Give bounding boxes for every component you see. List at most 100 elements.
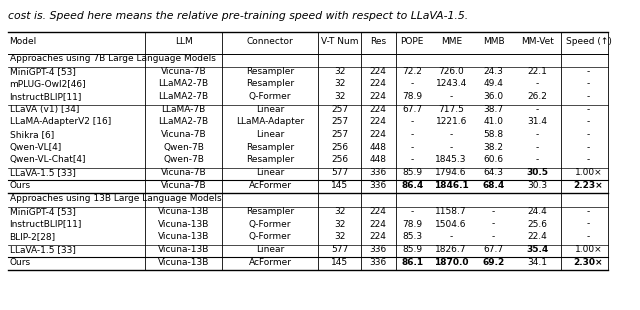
Text: 30.5: 30.5 xyxy=(526,168,548,177)
Text: 58.8: 58.8 xyxy=(483,130,504,139)
Text: Vicuna-13B: Vicuna-13B xyxy=(158,232,209,241)
Text: 224: 224 xyxy=(370,219,387,228)
Text: 1221.6: 1221.6 xyxy=(435,117,467,126)
Text: -: - xyxy=(587,143,590,152)
Text: Resampler: Resampler xyxy=(246,155,294,164)
Text: Model: Model xyxy=(10,37,37,46)
Text: 2.23×: 2.23× xyxy=(573,181,604,190)
Text: 67.7: 67.7 xyxy=(483,245,504,254)
Text: -: - xyxy=(536,155,539,164)
Text: 38.7: 38.7 xyxy=(483,105,504,114)
Text: 30.3: 30.3 xyxy=(527,181,547,190)
Text: 24.4: 24.4 xyxy=(527,207,547,216)
Text: Vicuna-7B: Vicuna-7B xyxy=(161,181,207,190)
Text: 32: 32 xyxy=(334,207,345,216)
Text: 224: 224 xyxy=(370,67,387,76)
Text: -: - xyxy=(587,155,590,164)
Text: 717.5: 717.5 xyxy=(438,105,464,114)
Text: Linear: Linear xyxy=(256,245,284,254)
Text: -: - xyxy=(449,92,453,101)
Text: Q-Former: Q-Former xyxy=(249,219,291,228)
Text: 224: 224 xyxy=(370,79,387,88)
Text: Linear: Linear xyxy=(256,130,284,139)
Text: -: - xyxy=(410,143,414,152)
Text: AcFormer: AcFormer xyxy=(248,181,292,190)
Text: AcFormer: AcFormer xyxy=(248,258,292,267)
Text: 22.4: 22.4 xyxy=(527,232,547,241)
Text: Vicuna-13B: Vicuna-13B xyxy=(158,258,209,267)
Text: LLaMA2-7B: LLaMA2-7B xyxy=(159,79,209,88)
Text: -: - xyxy=(587,79,590,88)
Text: 24.3: 24.3 xyxy=(483,67,504,76)
Text: 257: 257 xyxy=(331,105,348,114)
Text: Resampler: Resampler xyxy=(246,143,294,152)
Text: 32: 32 xyxy=(334,92,345,101)
Text: 49.4: 49.4 xyxy=(483,79,504,88)
Text: 726.0: 726.0 xyxy=(438,67,464,76)
Text: -: - xyxy=(536,79,539,88)
Text: -: - xyxy=(449,130,453,139)
Text: 32: 32 xyxy=(334,219,345,228)
Text: Resampler: Resampler xyxy=(246,207,294,216)
Text: LLaMA2-7B: LLaMA2-7B xyxy=(159,92,209,101)
Text: 577: 577 xyxy=(331,168,348,177)
Text: -: - xyxy=(410,155,414,164)
Text: 85.3: 85.3 xyxy=(402,232,422,241)
Text: Q-Former: Q-Former xyxy=(249,92,291,101)
Text: LLM: LLM xyxy=(175,37,193,46)
Text: LLaVA-1.5 [33]: LLaVA-1.5 [33] xyxy=(10,168,76,177)
Text: 257: 257 xyxy=(331,130,348,139)
Text: 26.2: 26.2 xyxy=(527,92,547,101)
Text: LLaMA2-7B: LLaMA2-7B xyxy=(159,117,209,126)
Text: 224: 224 xyxy=(370,130,387,139)
Text: MMB: MMB xyxy=(483,37,504,46)
Text: 1504.6: 1504.6 xyxy=(435,219,467,228)
Text: -: - xyxy=(410,207,414,216)
Text: -: - xyxy=(587,207,590,216)
Text: LLaMA-AdapterV2 [16]: LLaMA-AdapterV2 [16] xyxy=(10,117,111,126)
Text: -: - xyxy=(587,67,590,76)
Text: InstructBLIP[11]: InstructBLIP[11] xyxy=(10,92,82,101)
Text: 256: 256 xyxy=(331,155,348,164)
Text: 336: 336 xyxy=(370,245,387,254)
Text: 22.1: 22.1 xyxy=(527,67,547,76)
Text: 32: 32 xyxy=(334,67,345,76)
Text: 2.30×: 2.30× xyxy=(573,258,604,267)
Text: 1846.1: 1846.1 xyxy=(434,181,468,190)
Text: Ours: Ours xyxy=(10,181,31,190)
Text: 1845.3: 1845.3 xyxy=(435,155,467,164)
Text: 38.2: 38.2 xyxy=(483,143,504,152)
Text: Linear: Linear xyxy=(256,105,284,114)
Text: 145: 145 xyxy=(331,181,348,190)
Text: 25.6: 25.6 xyxy=(527,219,547,228)
Text: 41.0: 41.0 xyxy=(483,117,504,126)
Text: 78.9: 78.9 xyxy=(402,92,422,101)
Text: 85.9: 85.9 xyxy=(402,168,422,177)
Text: 448: 448 xyxy=(370,155,387,164)
Text: 1.00×: 1.00× xyxy=(575,168,602,177)
Text: Qwen-7B: Qwen-7B xyxy=(163,143,204,152)
Text: -: - xyxy=(536,105,539,114)
Text: 256: 256 xyxy=(331,143,348,152)
Text: Qwen-VL[4]: Qwen-VL[4] xyxy=(10,143,62,152)
Text: 32: 32 xyxy=(334,79,345,88)
Text: Ours: Ours xyxy=(10,258,31,267)
Text: -: - xyxy=(587,105,590,114)
Text: MM-Vet: MM-Vet xyxy=(521,37,554,46)
Text: 224: 224 xyxy=(370,232,387,241)
Text: 577: 577 xyxy=(331,245,348,254)
Text: 69.2: 69.2 xyxy=(483,258,504,267)
Text: 1.00×: 1.00× xyxy=(575,245,602,254)
Text: 68.4: 68.4 xyxy=(483,181,504,190)
Text: 86.4: 86.4 xyxy=(401,181,423,190)
Text: -: - xyxy=(587,219,590,228)
Text: Shikra [6]: Shikra [6] xyxy=(10,130,54,139)
Text: Approaches using 13B Large Language Models: Approaches using 13B Large Language Mode… xyxy=(10,194,221,203)
Text: Resampler: Resampler xyxy=(246,79,294,88)
Text: -: - xyxy=(492,219,495,228)
Text: 145: 145 xyxy=(331,258,348,267)
Text: Qwen-VL-Chat[4]: Qwen-VL-Chat[4] xyxy=(10,155,86,164)
Text: -: - xyxy=(410,130,414,139)
Text: 448: 448 xyxy=(370,143,387,152)
Text: Vicuna-7B: Vicuna-7B xyxy=(161,67,207,76)
